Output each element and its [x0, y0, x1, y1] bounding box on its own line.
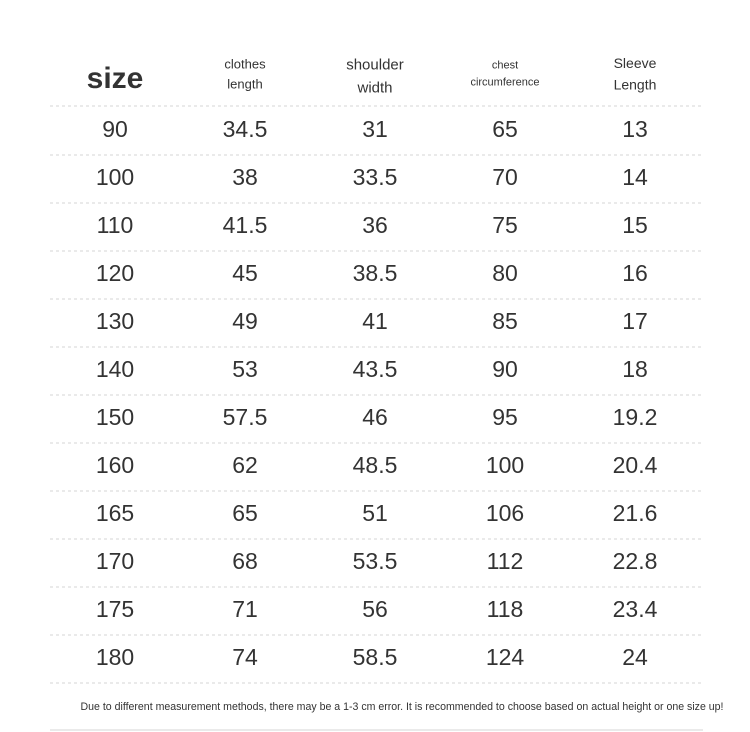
column-header: chest [492, 59, 518, 71]
column-header: length [227, 77, 262, 92]
table-cell: 17 [622, 308, 648, 334]
table-cell: 68 [232, 548, 258, 574]
table-cell: 33.5 [353, 164, 398, 190]
column-header: circumference [470, 76, 539, 88]
table-cell: 160 [96, 452, 134, 478]
table-cell: 45 [232, 260, 258, 286]
table-cell: 165 [96, 500, 134, 526]
table-cell: 70 [492, 164, 518, 190]
column-header: width [356, 80, 392, 97]
table-cell: 140 [96, 356, 134, 382]
table-cell: 106 [486, 500, 524, 526]
note: Due to different measurement methods, th… [81, 701, 724, 713]
table-cell: 85 [492, 308, 518, 334]
table-cell: 57.5 [223, 404, 268, 430]
table-cell: 110 [97, 212, 134, 238]
table-cell: 46 [362, 404, 388, 430]
table-cell: 112 [487, 548, 524, 574]
table-cell: 65 [492, 116, 518, 142]
table-cell: 53.5 [353, 548, 398, 574]
table-cell: 51 [362, 500, 388, 526]
table-cell: 36 [362, 212, 388, 238]
table-cell: 24 [622, 644, 648, 670]
table-cell: 19.2 [613, 404, 658, 430]
table-cell: 150 [96, 404, 134, 430]
table-cell: 118 [487, 596, 524, 622]
table-cell: 120 [96, 260, 134, 286]
table-cell: 21.6 [613, 500, 658, 526]
table-cell: 58.5 [353, 644, 398, 670]
table-cell: 31 [362, 116, 388, 142]
table-cell: 16 [622, 260, 648, 286]
table-cell: 100 [96, 164, 134, 190]
table-cell: 90 [492, 356, 518, 382]
column-header: size [87, 62, 144, 95]
table-cell: 170 [96, 548, 134, 574]
table-cell: 43.5 [353, 356, 398, 382]
table-cell: 100 [486, 452, 524, 478]
table-cell: 62 [232, 452, 258, 478]
table-cell: 38.5 [353, 260, 398, 286]
table-cell: 48.5 [353, 452, 398, 478]
table-cell: 130 [96, 308, 134, 334]
table-cell: 13 [622, 116, 648, 142]
column-header: clothes [224, 56, 266, 71]
table-cell: 124 [486, 644, 525, 670]
table-cell: 49 [232, 308, 258, 334]
table-cell: 90 [102, 116, 128, 142]
table-cell: 14 [622, 164, 648, 190]
column-header: Length [614, 77, 657, 93]
table-cell: 71 [232, 596, 258, 622]
table-cell: 53 [232, 356, 258, 382]
column-header: Sleeve [614, 55, 657, 71]
table-cell: 34.5 [223, 116, 268, 142]
table-cell: 175 [96, 596, 134, 622]
table-cell: 75 [492, 212, 518, 238]
table-cell: 18 [622, 356, 648, 382]
table-cell: 180 [96, 644, 134, 670]
table-cell: 38 [232, 164, 258, 190]
table-cell: 41.5 [223, 212, 268, 238]
table-cell: 15 [622, 212, 648, 238]
table-cell: 74 [232, 644, 258, 670]
table-cell: 65 [232, 500, 258, 526]
table-cell: 20.4 [613, 452, 658, 478]
column-header: shoulder [346, 56, 404, 73]
table-cell: 95 [492, 404, 518, 430]
table-cell: 22.8 [613, 548, 658, 574]
table-cell: 80 [492, 260, 518, 286]
table-cell: 23.4 [613, 596, 658, 622]
table-cell: 56 [362, 596, 388, 622]
table-cell: 41 [362, 308, 388, 334]
